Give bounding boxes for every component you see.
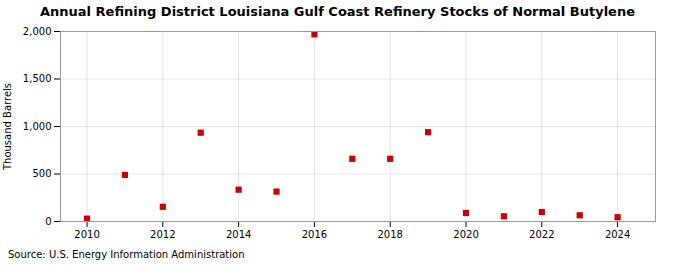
svg-text:2020: 2020 xyxy=(453,229,478,240)
svg-text:2024: 2024 xyxy=(605,229,630,240)
svg-text:Thousand Barrels: Thousand Barrels xyxy=(2,83,13,171)
html-text:Annual Refining District Louis: Annual Refining District Louisiana Gulf … xyxy=(40,4,635,19)
svg-text:2016: 2016 xyxy=(302,229,327,240)
svg-text:2012: 2012 xyxy=(150,229,175,240)
svg-text:1,500: 1,500 xyxy=(23,73,52,84)
html-text:Source: U.S. Energy Informatio: Source: U.S. Energy Information Administ… xyxy=(8,249,245,260)
svg-text:2018: 2018 xyxy=(377,229,402,240)
svg-text:2014: 2014 xyxy=(226,229,251,240)
svg-text:2,000: 2,000 xyxy=(23,26,52,37)
svg-text:1,000: 1,000 xyxy=(23,121,52,132)
svg-text:0: 0 xyxy=(45,216,51,227)
svg-text:2022: 2022 xyxy=(529,229,554,240)
svg-text:500: 500 xyxy=(32,168,51,179)
svg-text:2010: 2010 xyxy=(74,229,99,240)
